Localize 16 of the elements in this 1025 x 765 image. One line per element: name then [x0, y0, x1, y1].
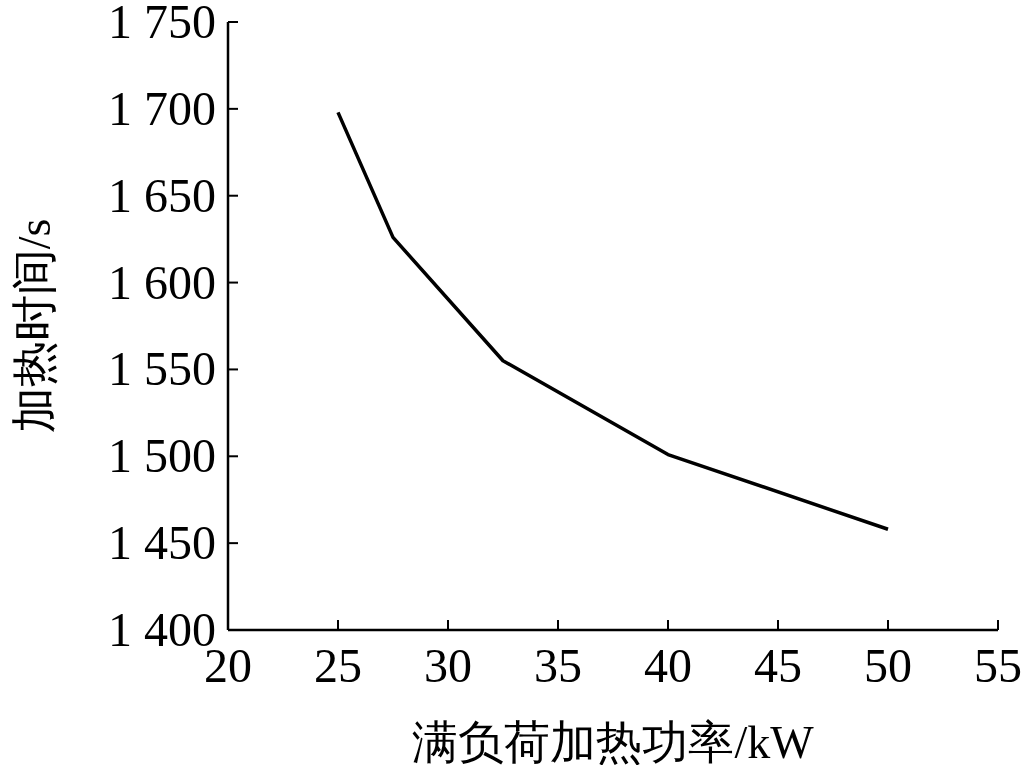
- x-tick-label: 25: [314, 639, 362, 692]
- x-tick-label: 50: [864, 639, 912, 692]
- y-tick-label: 1 500: [108, 429, 216, 483]
- x-tick-label: 40: [644, 639, 692, 692]
- y-tick-label: 1 650: [108, 168, 216, 222]
- y-tick-label: 1 550: [108, 342, 216, 396]
- y-tick-label: 1 600: [108, 255, 216, 309]
- line-series: [336, 110, 890, 531]
- y-tick-label: 1 700: [108, 81, 216, 135]
- x-tick-label: 45: [754, 639, 802, 692]
- x-tick-label: 30: [424, 639, 472, 692]
- y-axis-title: 加热时间/s: [9, 218, 60, 434]
- x-tick-label: 35: [534, 639, 582, 692]
- y-tick-label: 1 750: [108, 0, 216, 48]
- y-tick-label: 1 450: [108, 516, 216, 570]
- x-tick-label: 55: [974, 639, 1022, 692]
